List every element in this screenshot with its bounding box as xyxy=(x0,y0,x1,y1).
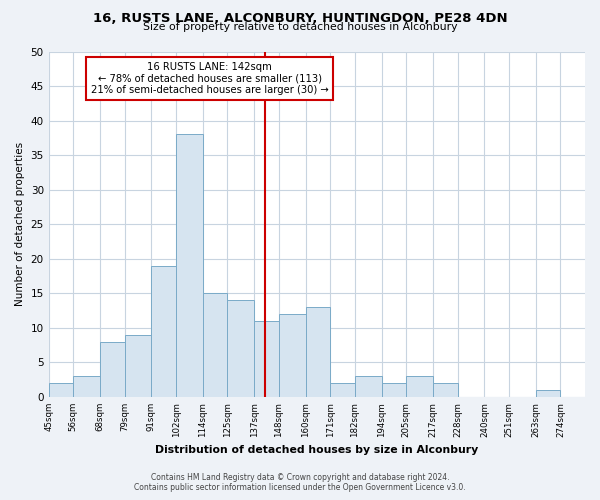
Bar xyxy=(49,383,73,397)
Bar xyxy=(176,134,203,397)
Bar xyxy=(203,294,227,397)
Bar xyxy=(125,335,151,397)
Bar xyxy=(151,266,176,397)
Bar xyxy=(279,314,305,397)
Bar xyxy=(536,390,560,397)
Y-axis label: Number of detached properties: Number of detached properties xyxy=(15,142,25,306)
Bar xyxy=(100,342,125,397)
Text: Size of property relative to detached houses in Alconbury: Size of property relative to detached ho… xyxy=(143,22,457,32)
Text: 16, RUSTS LANE, ALCONBURY, HUNTINGDON, PE28 4DN: 16, RUSTS LANE, ALCONBURY, HUNTINGDON, P… xyxy=(92,12,508,26)
Text: 16 RUSTS LANE: 142sqm
← 78% of detached houses are smaller (113)
21% of semi-det: 16 RUSTS LANE: 142sqm ← 78% of detached … xyxy=(91,62,328,95)
X-axis label: Distribution of detached houses by size in Alconbury: Distribution of detached houses by size … xyxy=(155,445,478,455)
Bar xyxy=(406,376,433,397)
Bar xyxy=(305,307,330,397)
Bar xyxy=(254,321,279,397)
Bar xyxy=(73,376,100,397)
Text: Contains HM Land Registry data © Crown copyright and database right 2024.
Contai: Contains HM Land Registry data © Crown c… xyxy=(134,473,466,492)
Bar xyxy=(330,383,355,397)
Bar xyxy=(227,300,254,397)
Bar xyxy=(355,376,382,397)
Bar xyxy=(382,383,406,397)
Bar xyxy=(433,383,458,397)
